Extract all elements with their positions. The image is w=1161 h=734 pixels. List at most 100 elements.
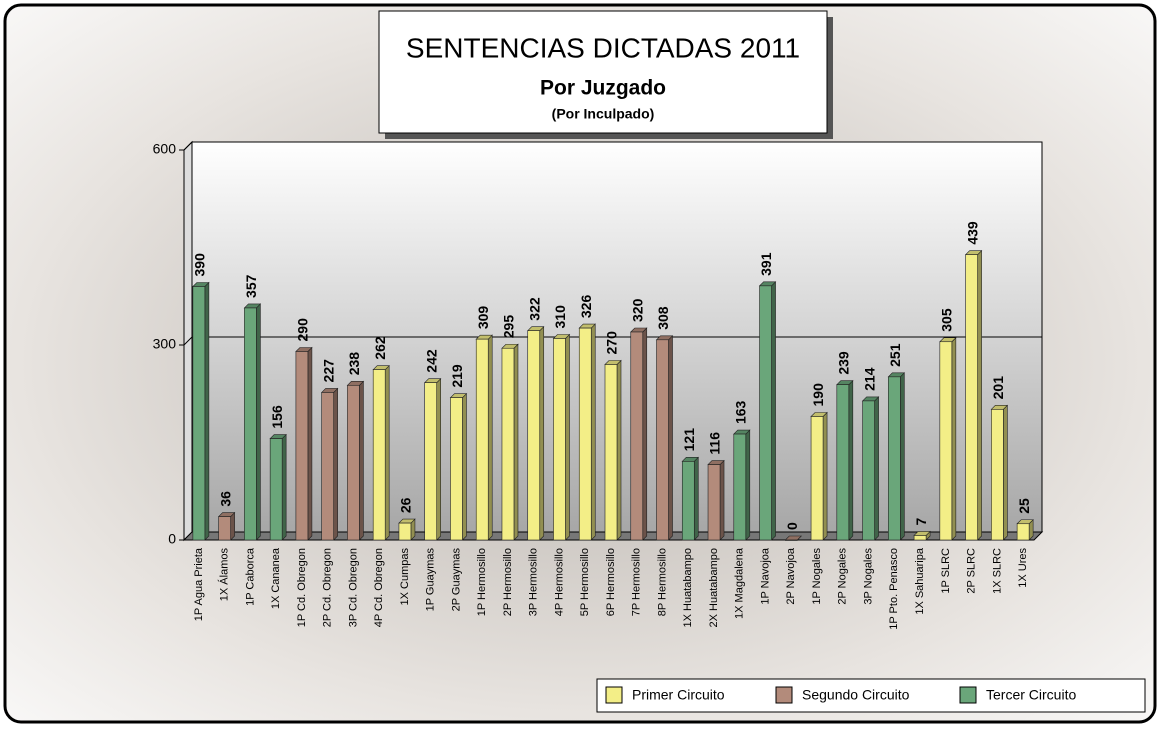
- bar: [759, 285, 772, 541]
- legend-label: Segundo Circuito: [802, 687, 910, 703]
- bar: [347, 384, 360, 541]
- bar: [604, 364, 618, 541]
- value-label: 270: [604, 331, 620, 355]
- bar: [991, 409, 1004, 541]
- bar: [888, 376, 901, 541]
- x-tick-label: 8P Hermosillo: [656, 548, 668, 616]
- x-tick-label: 3P Nogales: [862, 548, 874, 605]
- legend-box: [596, 678, 1146, 713]
- x-tick-label: 4P Hermosillo: [553, 548, 565, 616]
- x-tick-label: 2P SLRC: [966, 548, 978, 594]
- bar-side: [333, 387, 338, 541]
- x-tick-label: 1P Pto. Penasco: [888, 548, 900, 630]
- value-label: 116: [707, 432, 723, 455]
- bar-side: [281, 433, 287, 541]
- grid-line: [183, 141, 193, 151]
- bar-side: [745, 429, 751, 541]
- bar: [295, 351, 309, 541]
- bar: [475, 338, 489, 541]
- x-tick-label: 1P Navojoa: [759, 547, 771, 605]
- bar: [269, 438, 283, 541]
- x-tick-label: 1P Nogales: [811, 548, 823, 605]
- bar: [321, 392, 334, 541]
- value-label: 310: [552, 305, 568, 329]
- y-tick-label: 600: [153, 141, 177, 157]
- value-label: 357: [243, 274, 259, 298]
- bar-side: [668, 335, 673, 541]
- legend-swatch: [775, 686, 793, 704]
- value-label: 7: [913, 517, 929, 525]
- bar: [578, 327, 592, 541]
- value-label: 214: [861, 367, 877, 391]
- legend-label: Tercer Circuito: [986, 687, 1076, 703]
- bar: [372, 369, 386, 541]
- value-label: 322: [526, 297, 542, 321]
- bar: [733, 433, 747, 541]
- value-label: 251: [887, 343, 903, 367]
- x-tick-label: 1P SLRC: [940, 548, 952, 594]
- bar-side: [565, 333, 570, 541]
- bar: [810, 416, 824, 541]
- value-label: 391: [758, 252, 774, 276]
- value-label: 121: [681, 428, 697, 452]
- x-tick-label: 1P Caborca: [244, 547, 256, 606]
- x-tick-label: 1X Huatabampo: [682, 548, 694, 628]
- bar-side: [436, 377, 441, 541]
- x-tick-label: 1X Magdalena: [734, 547, 746, 619]
- value-label: 326: [578, 295, 594, 319]
- bar-side: [1003, 404, 1008, 541]
- bar-side: [307, 346, 313, 541]
- bar-side: [487, 334, 493, 541]
- bar: [218, 516, 231, 541]
- x-tick-label: 1P Guaymas: [425, 548, 437, 612]
- grid-line: [183, 336, 193, 346]
- bar: [965, 254, 978, 541]
- value-label: 36: [217, 491, 233, 507]
- bar: [707, 464, 721, 541]
- value-label: 163: [732, 400, 748, 424]
- bar: [913, 535, 927, 541]
- bar: [424, 382, 437, 541]
- bar: [527, 330, 541, 541]
- y-tick-label: 300: [153, 336, 177, 352]
- bar-side: [719, 459, 725, 541]
- bar-side: [513, 343, 519, 541]
- x-tick-label: 2P Nogales: [837, 548, 849, 605]
- bar-side: [771, 281, 776, 541]
- legend-label: Primer Circuito: [632, 687, 725, 703]
- value-label: 390: [192, 253, 208, 277]
- x-tick-label: 7P Hermosillo: [631, 548, 643, 616]
- x-tick-label: 6P Hermosillo: [605, 548, 617, 616]
- value-label: 320: [629, 298, 645, 322]
- bar-side: [256, 303, 261, 541]
- value-label: 295: [501, 315, 517, 339]
- y-tick-label: 0: [168, 531, 176, 547]
- legend-swatch: [605, 686, 623, 704]
- bar: [681, 461, 695, 541]
- value-label: 262: [372, 336, 388, 360]
- x-tick-label: 1P Agua Prieta: [193, 547, 205, 621]
- bar-side: [642, 327, 648, 541]
- bar: [450, 397, 463, 541]
- bar-side: [874, 396, 879, 541]
- x-tick-label: 2P Cd. Obregon: [322, 548, 334, 627]
- bar: [836, 384, 850, 541]
- x-tick-label: 3P Hermosillo: [528, 548, 540, 616]
- bar: [553, 338, 566, 541]
- bar: [862, 400, 875, 541]
- bar: [398, 522, 412, 541]
- x-tick-label: 2X Huatabampo: [708, 548, 720, 628]
- bar-side: [977, 249, 982, 541]
- x-tick-label: 1X Álamos: [218, 548, 231, 602]
- bar-side: [230, 511, 235, 541]
- bar: [244, 307, 257, 541]
- bar-side: [462, 392, 467, 541]
- bar-side: [384, 364, 390, 541]
- value-label: 156: [269, 405, 285, 429]
- x-tick-label: 1X Sahuaripa: [914, 547, 926, 615]
- legend-swatch: [959, 686, 977, 704]
- bar: [501, 347, 515, 541]
- bar: [630, 331, 644, 541]
- bar-side: [848, 379, 854, 541]
